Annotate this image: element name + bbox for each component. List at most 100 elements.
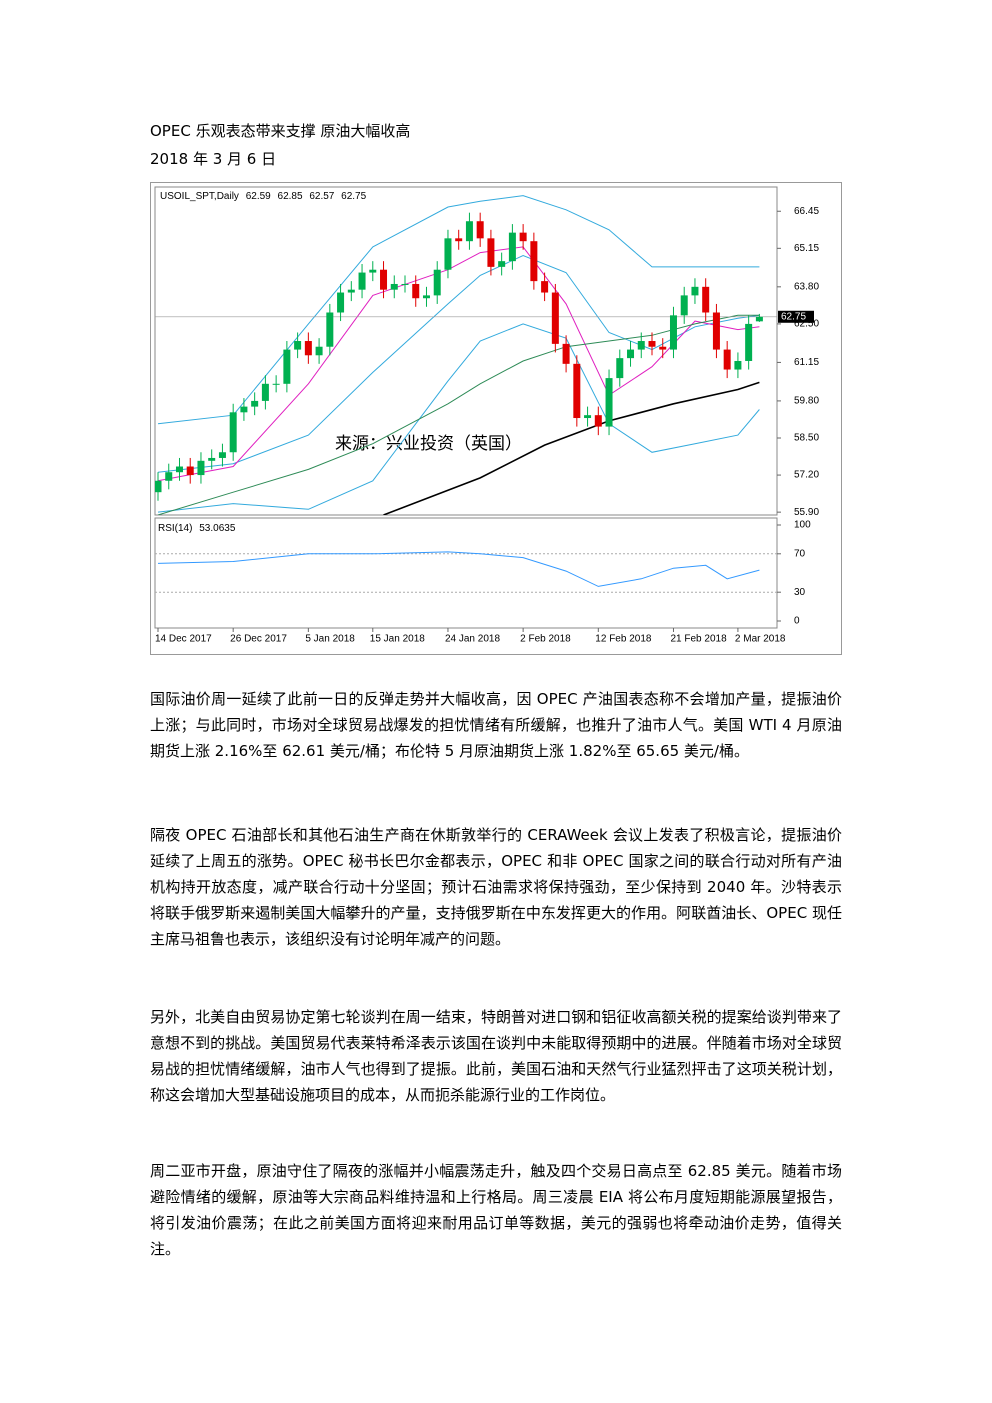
rsi-value: 53.0635 xyxy=(199,523,236,534)
candle-body xyxy=(584,415,592,419)
candle-body xyxy=(487,238,495,267)
doc-date: 2018 年 3 月 6 日 xyxy=(150,150,277,168)
candle-body xyxy=(745,323,753,361)
candle-body xyxy=(326,312,334,347)
candle-body xyxy=(455,238,463,242)
candle-body xyxy=(498,261,506,267)
candle-body xyxy=(680,295,688,316)
candle-body xyxy=(347,289,355,293)
header-open: 62.59 xyxy=(246,191,271,202)
x-tick-label: 21 Feb 2018 xyxy=(670,634,727,645)
rsi-header: RSI(14) 53.0635 xyxy=(158,523,236,534)
candle-body xyxy=(240,406,248,413)
candle-body xyxy=(358,272,366,290)
candle-body xyxy=(208,457,216,461)
candle-body xyxy=(186,466,194,476)
indicator-line xyxy=(157,314,760,515)
candle-body xyxy=(251,400,259,407)
x-tick-label: 15 Jan 2018 xyxy=(370,634,425,645)
candle-body xyxy=(562,343,570,364)
candle-body xyxy=(380,269,388,290)
y-tick-label: 55.90 xyxy=(794,507,819,518)
price-box xyxy=(778,310,814,323)
header-close: 62.75 xyxy=(341,191,366,202)
candle-body xyxy=(605,378,613,427)
x-tick-label: 24 Jan 2018 xyxy=(445,634,500,645)
rsi-tick-label: 0 xyxy=(794,616,800,627)
candle-body xyxy=(283,349,291,384)
candle-body xyxy=(755,316,763,322)
candle-body xyxy=(551,292,559,344)
indicator-line xyxy=(157,323,760,513)
main-pane xyxy=(154,186,778,516)
x-tick-label: 2 Feb 2018 xyxy=(520,634,571,645)
y-tick-label: 59.80 xyxy=(794,396,819,407)
candle-body xyxy=(712,312,720,350)
candle-body xyxy=(337,292,345,313)
header-high: 62.85 xyxy=(278,191,303,202)
candle-body xyxy=(412,283,420,299)
candle-body xyxy=(530,241,538,282)
rsi-title: RSI(14) xyxy=(158,523,192,534)
chart: USOIL_SPT,Daily 62.59 62.85 62.57 62.75 … xyxy=(150,182,842,655)
chart-frame xyxy=(150,182,842,655)
candle-body xyxy=(165,472,173,481)
candle-body xyxy=(734,360,742,370)
candle-body xyxy=(648,341,656,347)
rsi-tick-label: 70 xyxy=(794,548,806,559)
header-low: 62.57 xyxy=(309,191,334,202)
plot xyxy=(155,195,777,515)
candle-body xyxy=(702,286,710,313)
paragraph: 隔夜 OPEC 石油部长和其他石油生产商在休斯敦举行的 CERAWeek 会议上… xyxy=(150,826,842,948)
paragraph: 另外，北美自由贸易协定第七轮谈判在周一结束，特朗普对进口钢和铝征收高额关税的提案… xyxy=(150,1008,842,1104)
candle-body xyxy=(508,232,516,262)
rsi-line xyxy=(157,551,760,587)
candle-body xyxy=(433,269,441,296)
rsi-tick-label: 30 xyxy=(794,587,806,598)
paragraph: 周二亚市开盘，原油守住了隔夜的涨幅并小幅震荡走升，触及四个交易日高点至 62.8… xyxy=(150,1162,842,1258)
y-tick-label: 63.80 xyxy=(794,281,819,292)
symbol: USOIL_SPT,Daily xyxy=(160,191,239,202)
y-tick-label: 65.15 xyxy=(794,243,819,254)
candle-body xyxy=(691,286,699,296)
candle-body xyxy=(390,283,398,290)
candle-body xyxy=(422,295,430,299)
candle-body xyxy=(369,269,377,273)
candle-body xyxy=(197,460,205,476)
y-tick-label: 58.50 xyxy=(794,433,819,444)
indicator-line xyxy=(157,254,760,473)
y-tick-label: 61.15 xyxy=(794,357,819,368)
candle-body xyxy=(218,452,226,458)
candle-body xyxy=(261,383,269,401)
candle-body xyxy=(175,466,183,473)
x-tick-label: 2 Mar 2018 xyxy=(735,634,786,645)
candle-body xyxy=(476,221,484,239)
candle-body xyxy=(669,315,677,350)
candle-body xyxy=(541,281,549,293)
candle-body xyxy=(519,232,527,242)
candle-body xyxy=(229,412,237,453)
candle-body xyxy=(723,349,731,370)
x-tick-label: 14 Dec 2017 xyxy=(155,634,212,645)
watermark: 来源：兴业投资（英国） xyxy=(335,434,522,454)
rsi-tick-label: 100 xyxy=(794,520,811,531)
candle-body xyxy=(659,346,667,350)
candle-body xyxy=(155,480,162,493)
x-tick-label: 12 Feb 2018 xyxy=(595,634,652,645)
candle-body xyxy=(616,358,624,379)
doc-title: OPEC 乐观表态带来支撑 原油大幅收高 xyxy=(150,122,411,140)
candle-body xyxy=(294,341,302,350)
candle-body xyxy=(401,283,409,285)
candle-body xyxy=(637,341,645,350)
candle-body xyxy=(594,415,602,427)
y-tick-label: 62.50 xyxy=(794,319,819,330)
y-tick-label: 57.20 xyxy=(794,470,819,481)
rsi-pane xyxy=(154,517,778,629)
candle-body xyxy=(573,363,581,419)
candle-body xyxy=(272,383,280,385)
price-label: 62.75 xyxy=(781,311,806,322)
candle-body xyxy=(444,238,452,270)
paragraph: 国际油价周一延续了此前一日的反弹走势并大幅收高，因 OPEC 产油国表态称不会增… xyxy=(150,690,842,760)
candle-body xyxy=(465,221,473,242)
